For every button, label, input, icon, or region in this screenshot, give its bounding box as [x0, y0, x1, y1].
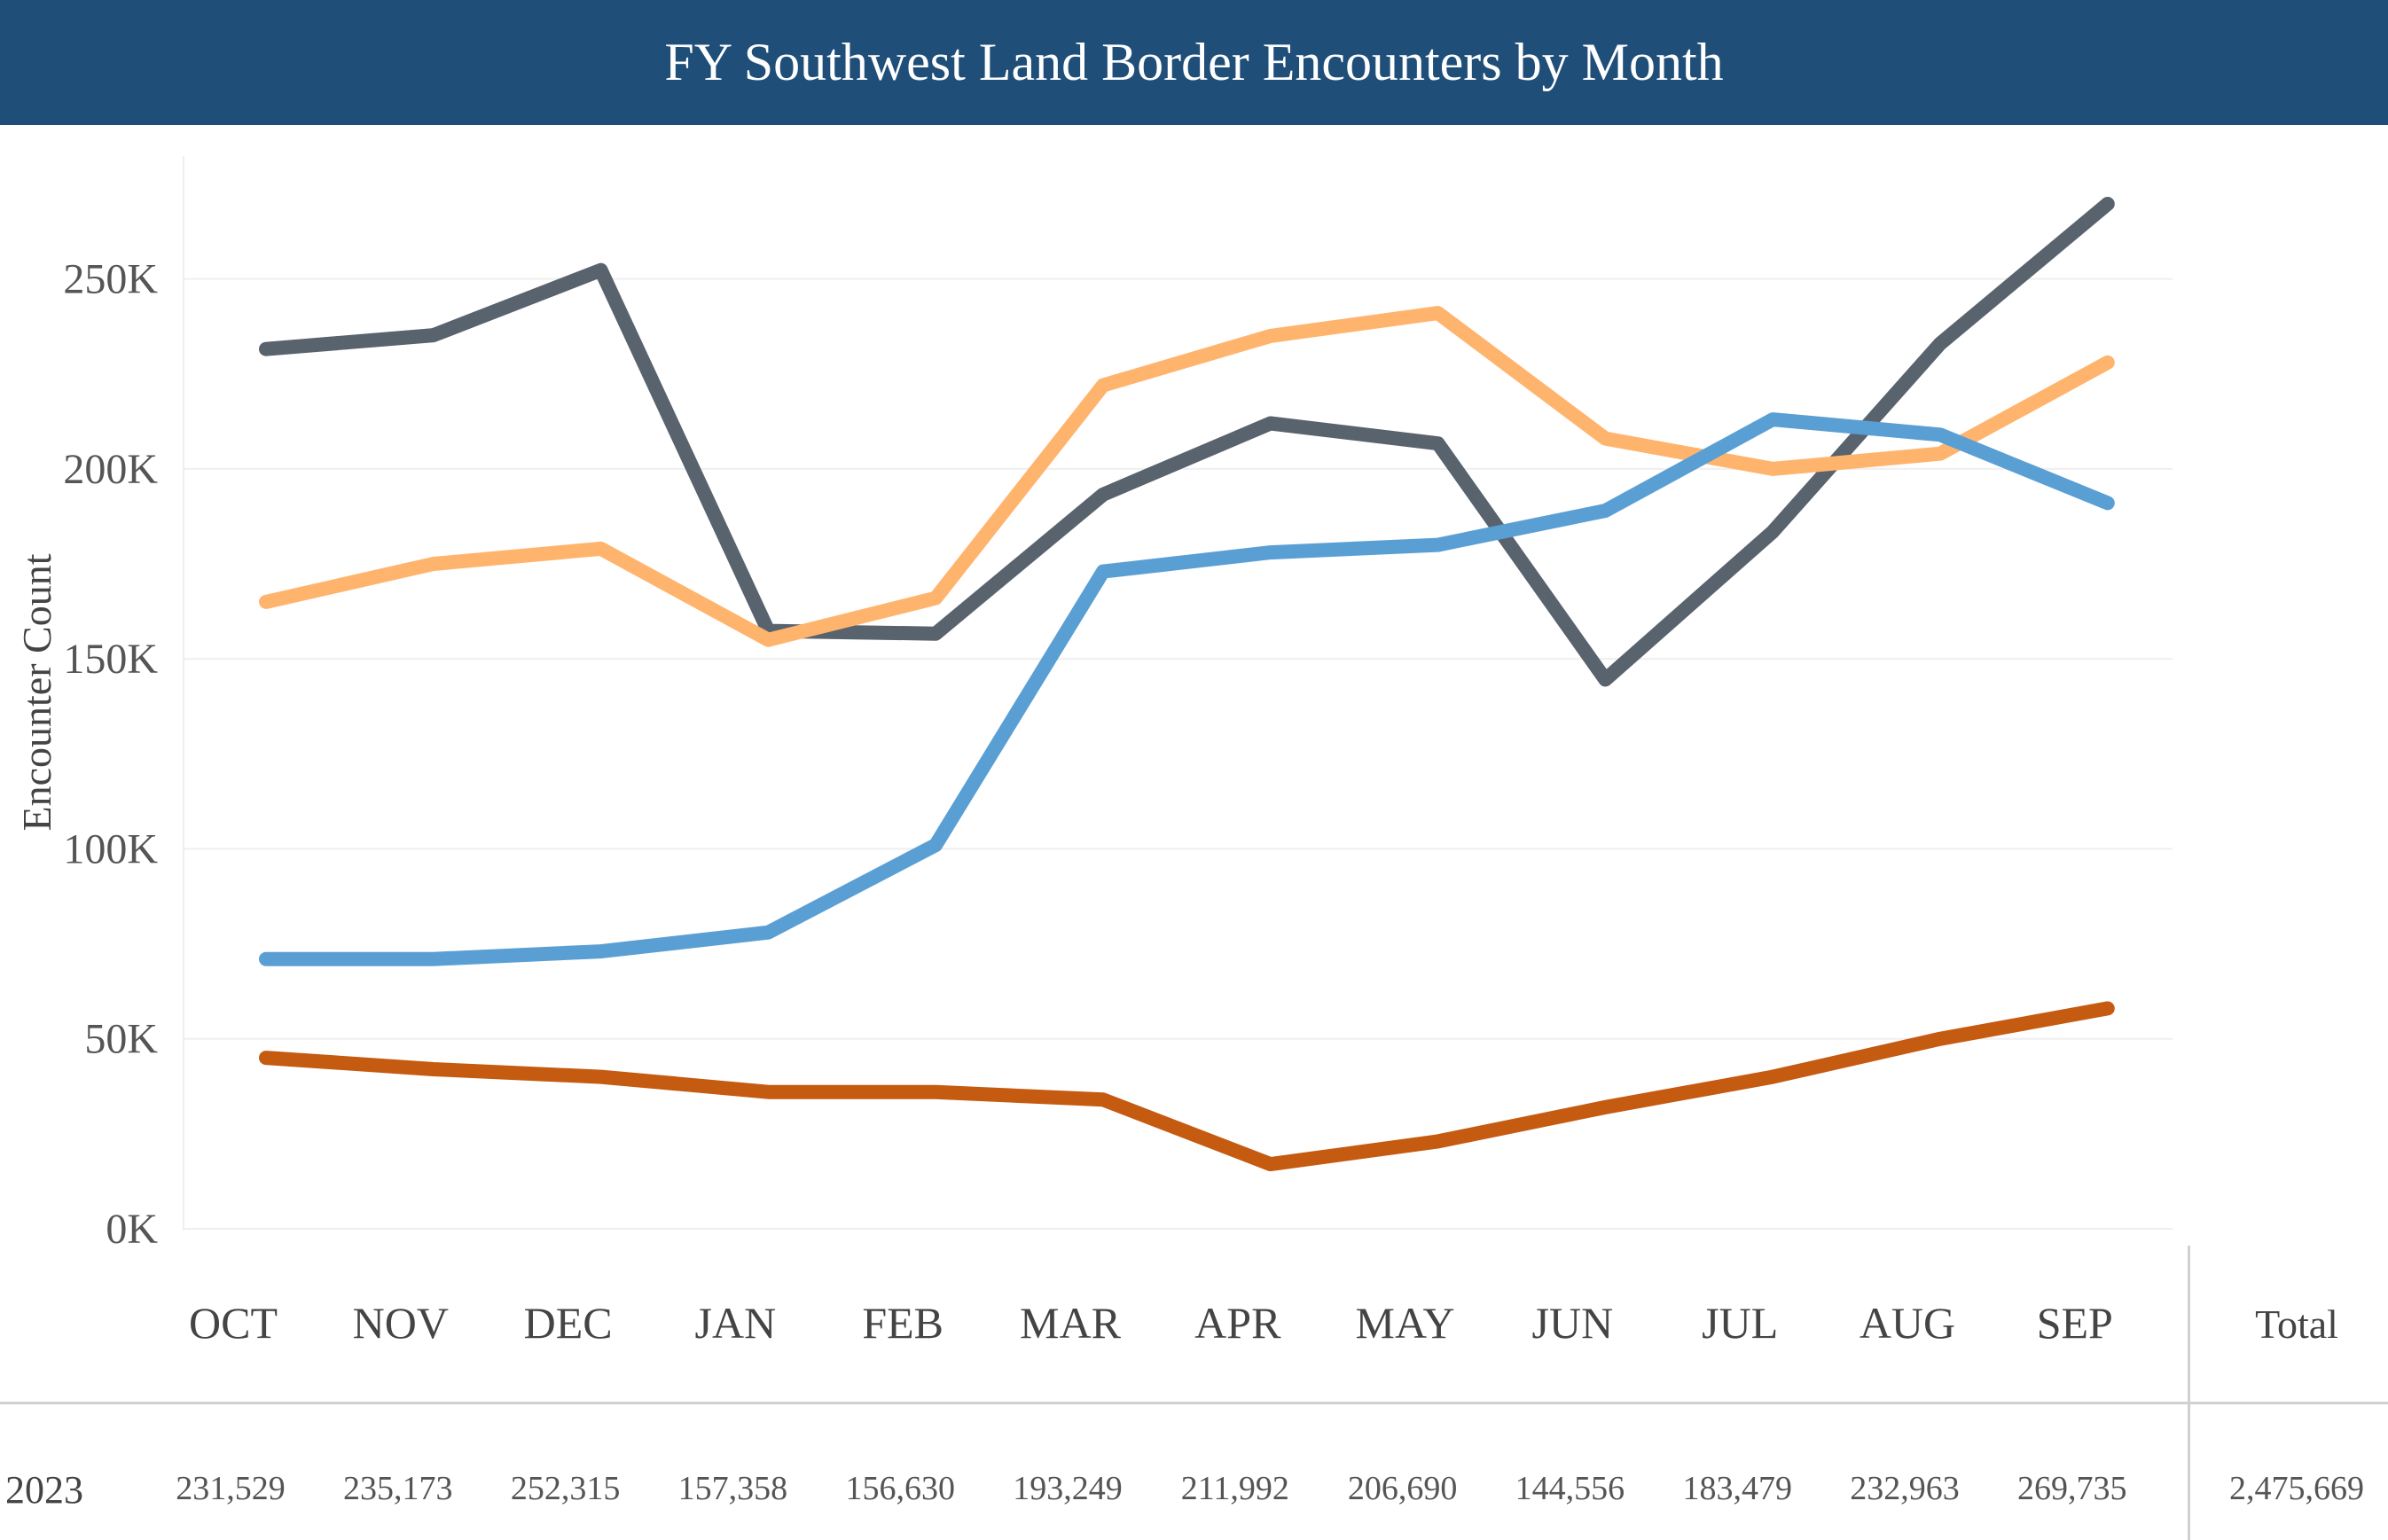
table-cell: 211,992 — [1180, 1470, 1289, 1507]
x-tick-label: AUG — [1859, 1298, 1956, 1348]
table-cell: 156,630 — [845, 1470, 955, 1507]
line-chart: 0K 50K 100K 150K 200K 250K Encounter Count — [14, 156, 2173, 1246]
table-row-label: 2023 — [5, 1468, 83, 1512]
y-tick-label: 0K — [106, 1206, 158, 1246]
chart-title: FY Southwest Land Border Encounters by M… — [664, 33, 1724, 91]
table-header-divider — [0, 1402, 2388, 1404]
y-tick-label: 100K — [63, 825, 158, 872]
x-tick-label: APR — [1194, 1298, 1281, 1348]
table-cell: 231,529 — [176, 1470, 286, 1507]
table-cell: 193,249 — [1013, 1470, 1123, 1507]
series-line-3 — [259, 412, 2115, 966]
table-cell: 235,173 — [343, 1470, 453, 1507]
total-column-divider — [2188, 1246, 2190, 1540]
series-line-1 — [259, 197, 2115, 687]
series-line-4 — [259, 1001, 2115, 1172]
y-tick-label: 200K — [63, 446, 158, 493]
x-tick-label: JUL — [1702, 1298, 1779, 1348]
x-tick-label: JUN — [1531, 1298, 1614, 1348]
x-tick-label: OCT — [189, 1298, 278, 1348]
table-cell: 206,690 — [1347, 1470, 1458, 1507]
y-tick-label: 50K — [84, 1016, 158, 1063]
total-value: 2,475,669 — [2229, 1470, 2364, 1507]
x-tick-label: NOV — [352, 1298, 449, 1348]
x-tick-label: MAY — [1355, 1298, 1455, 1348]
y-axis-label: Encounter Count — [14, 553, 59, 831]
y-tick-label: 150K — [63, 636, 158, 683]
x-tick-label: FEB — [862, 1298, 944, 1348]
total-header: Total — [2255, 1302, 2338, 1347]
table-cell: 232,963 — [1850, 1470, 1960, 1507]
y-tick-label: 250K — [63, 256, 158, 303]
x-tick-label: DEC — [523, 1298, 613, 1348]
x-tick-label: JAN — [694, 1298, 777, 1348]
table-cell: 269,735 — [2017, 1470, 2127, 1507]
table-cell: 144,556 — [1515, 1470, 1625, 1507]
title-bar: FY Southwest Land Border Encounters by M… — [0, 0, 2388, 125]
table-cell: 157,358 — [677, 1470, 788, 1507]
x-tick-label: MAR — [1020, 1298, 1121, 1348]
x-tick-label: SEP — [2036, 1298, 2113, 1348]
table-cell: 252,315 — [510, 1470, 621, 1507]
series-line-2 — [259, 306, 2115, 647]
table-cell: 183,479 — [1682, 1470, 1792, 1507]
data-table: OCT NOV DEC JAN FEB MAR APR MAY JUN JUL AUG SEP Tot… — [0, 1246, 2388, 1540]
